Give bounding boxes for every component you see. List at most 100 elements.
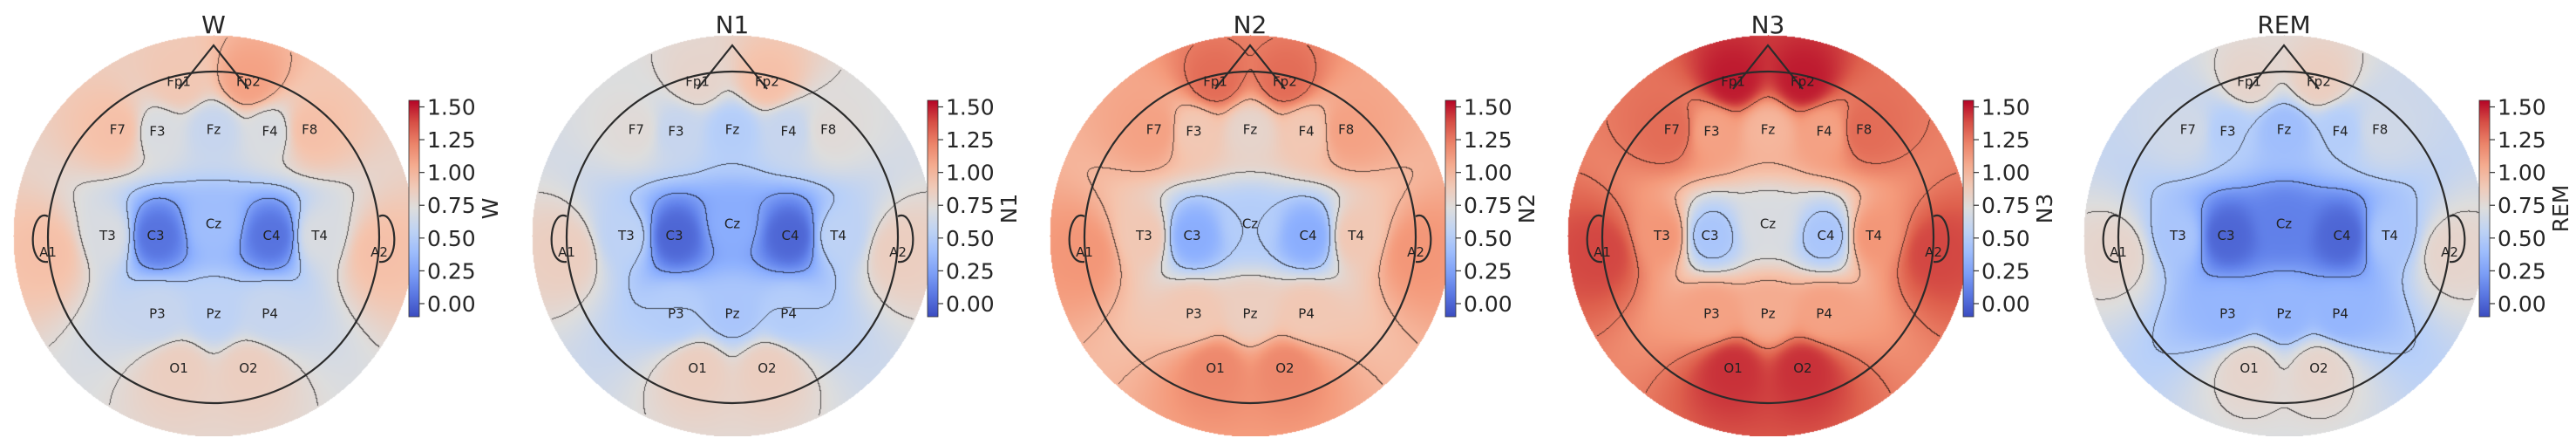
colorbar-tick-label: 0.50	[1981, 226, 2030, 251]
electrode-label-f8: F8	[820, 121, 836, 137]
colorbar-tick-label: 0.75	[2498, 193, 2546, 218]
electrode-label-o2: O2	[239, 360, 257, 376]
colorbar-tick-label: 0.25	[427, 258, 476, 284]
electrode-label-f7: F7	[110, 121, 126, 137]
electrode-label-f8: F8	[1338, 121, 1354, 137]
electrode-label-o2: O2	[2309, 360, 2328, 376]
electrode-label-fp1: Fp1	[1721, 73, 1745, 89]
electrode-label-f3: F3	[668, 123, 683, 139]
electrode-label-p4: P4	[780, 305, 797, 321]
nose-outline	[1732, 44, 1804, 90]
topomap-panel-n3: Fp1 Fp2 F7 F3 Fz F4 F8 A1 T3 C3 Cz C4 T4 A2 P3 Pz P4 O1 O2…	[1567, 10, 2057, 436]
head-outline	[1083, 70, 1417, 405]
right-ear-outline	[1933, 214, 1950, 264]
colorbar-tick-label: 0.50	[427, 226, 476, 251]
electrode-label-f7: F7	[1146, 121, 1162, 137]
topomap-panel-w: Fp1 Fp2 F7 F3 Fz F4 F8 A1 T3 C3 Cz C4 T4 A2 P3 Pz P4 O1 O2…	[13, 10, 503, 436]
electrode-label-o1: O1	[169, 360, 187, 376]
colorbar-tick-label: 1.25	[1464, 127, 1512, 153]
electrode-label-f4: F4	[1299, 123, 1315, 139]
colorbar-label: N1	[996, 194, 1022, 224]
electrode-label-f4: F4	[781, 123, 797, 139]
colorbar-tick-label: 1.50	[427, 95, 476, 120]
right-ear-outline	[2449, 214, 2466, 264]
electrode-label-f8: F8	[1856, 121, 1872, 137]
colorbar	[2478, 99, 2491, 318]
colorbar-tick-label: 1.00	[427, 161, 476, 186]
colorbar-tick-label: 1.00	[2498, 161, 2546, 186]
colorbar-tick-label: 1.50	[1981, 95, 2030, 120]
colorbar-tick-label: 0.00	[2498, 291, 2546, 317]
electrode-label-a2: A2	[1925, 244, 1942, 260]
left-ear-outline	[2102, 214, 2119, 264]
electrode-label-f3: F3	[149, 123, 165, 139]
electrode-label-pz: Pz	[2277, 305, 2292, 321]
electrode-label-c3: C3	[665, 228, 683, 243]
electrode-label-t4: T4	[2381, 228, 2398, 243]
colorbar-tick-label: 0.00	[946, 291, 995, 317]
electrode-label-fp1: Fp1	[2237, 73, 2261, 89]
panel-title: REM	[2257, 10, 2310, 39]
colorbar-tick-label: 0.75	[427, 193, 476, 218]
electrode-label-a1: A1	[1076, 244, 1093, 260]
electrode-label-a1: A1	[39, 244, 57, 260]
electrode-label-pz: Pz	[1243, 305, 1258, 321]
electrode-label-p4: P4	[1298, 305, 1315, 321]
electrode-label-p4: P4	[1816, 305, 1832, 321]
electrode-label-pz: Pz	[207, 305, 221, 321]
colorbar-label: N3	[2032, 194, 2057, 224]
electrode-label-p3: P3	[2219, 305, 2236, 321]
electrode-label-t4: T4	[310, 228, 328, 243]
electrode-label-fz: Fz	[1243, 121, 1258, 137]
colorbar-tick-label: 0.50	[946, 226, 995, 251]
electrode-label-o1: O1	[1206, 360, 1224, 376]
electrode-label-c4: C4	[1299, 228, 1316, 243]
colorbar-tick-label: 0.50	[2498, 226, 2546, 251]
colorbar-tick-label: 1.00	[1464, 161, 1512, 186]
left-ear-outline	[1586, 214, 1603, 264]
electrode-label-a1: A1	[558, 244, 575, 260]
electrode-label-a2: A2	[889, 244, 907, 260]
electrode-label-f7: F7	[629, 121, 644, 137]
electrode-label-fp2: Fp2	[755, 73, 779, 89]
head-outline	[46, 70, 381, 405]
right-ear-outline	[1415, 214, 1432, 264]
electrode-label-c4: C4	[2333, 228, 2350, 243]
nose-outline	[1214, 44, 1286, 90]
electrode-label-fp2: Fp2	[236, 73, 261, 89]
electrode-label-a2: A2	[1407, 244, 1424, 260]
colorbar	[1962, 99, 1974, 318]
topomap-heatmap	[13, 35, 414, 436]
electrode-label-o1: O1	[688, 360, 706, 376]
electrode-label-f3: F3	[1703, 123, 1719, 139]
electrode-label-f4: F4	[1817, 123, 1832, 139]
electrode-label-c3: C3	[2217, 228, 2234, 243]
head-outline	[1601, 70, 1935, 405]
topomap-panel-n2: Fp1 Fp2 F7 F3 Fz F4 F8 A1 T3 C3 Cz C4 T4 A2 P3 Pz P4 O1 O2…	[1050, 10, 1539, 436]
electrode-label-f8: F8	[2372, 121, 2388, 137]
left-ear-outline	[1068, 214, 1085, 264]
electrode-label-fz: Fz	[725, 121, 740, 137]
electrode-label-o2: O2	[758, 360, 776, 376]
electrode-label-p4: P4	[2332, 305, 2348, 321]
electrode-label-c4: C4	[781, 228, 799, 243]
colorbar-tick-label: 1.00	[946, 161, 995, 186]
colorbar-tick-label: 0.25	[2498, 258, 2546, 284]
electrode-label-o2: O2	[1275, 360, 1294, 376]
electrode-label-t3: T3	[1135, 228, 1152, 243]
electrode-label-o2: O2	[1793, 360, 1811, 376]
colorbar-tick-label: 1.25	[2498, 127, 2546, 153]
panel-title: N3	[1751, 10, 1785, 39]
electrode-label-f4: F4	[2333, 123, 2348, 139]
electrode-label-a2: A2	[2441, 244, 2458, 260]
electrode-label-f4: F4	[262, 123, 278, 139]
panel-title: N2	[1234, 10, 1268, 39]
electrode-label-f3: F3	[1186, 123, 1201, 139]
electrode-label-p3: P3	[1703, 305, 1720, 321]
electrode-label-fz: Fz	[207, 121, 221, 137]
electrode-label-fp1: Fp1	[167, 73, 191, 89]
colorbar-tick-label: 0.25	[1464, 258, 1512, 284]
electrode-label-pz: Pz	[725, 305, 740, 321]
right-ear-outline	[378, 214, 396, 264]
electrode-label-t3: T3	[99, 228, 116, 243]
